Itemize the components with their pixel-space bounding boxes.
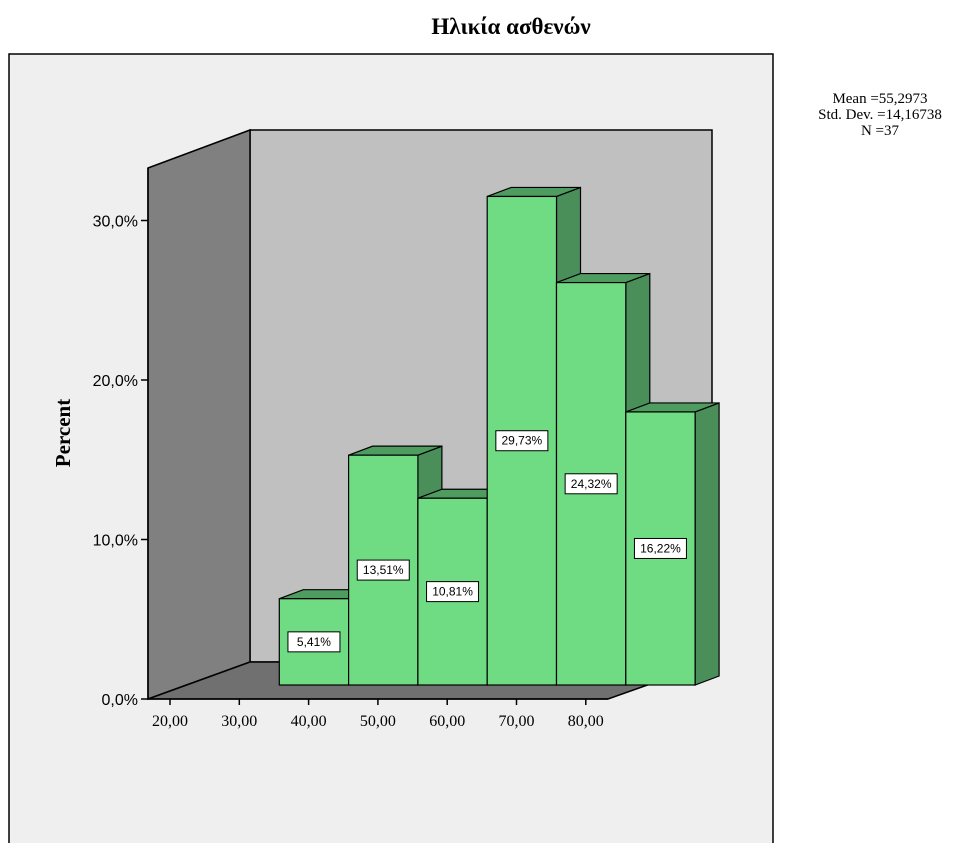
data-label-box	[356, 559, 410, 581]
data-label-box	[495, 430, 549, 452]
stats-mean: Mean =55,2973	[832, 91, 927, 107]
stats-n: N =37	[861, 123, 900, 139]
side-wall	[147, 128, 251, 701]
data-label: 16,22%	[633, 537, 687, 559]
data-label-text: 29,73%	[501, 434, 542, 448]
data-label: 24,32%	[564, 473, 618, 495]
stats-std-dev: Std. Dev. =14,16738	[818, 107, 942, 123]
chart-title: Ηλικία ασθενών	[431, 14, 590, 39]
data-label: 10,81%	[426, 581, 480, 603]
data-label: 13,51%	[356, 559, 410, 581]
x-tick-label: 60,00	[429, 713, 465, 730]
x-tick-label: 70,00	[499, 713, 535, 730]
y-tick-label: 20,0%	[93, 373, 138, 390]
x-tick-label: 50,00	[360, 713, 396, 730]
bar-side-face	[694, 402, 720, 686]
x-tick-label: 80,00	[568, 713, 604, 730]
x-tick-label: 30,00	[221, 713, 257, 730]
chart-axes: 0,0% 10,0% 20,0% 30,0% 20,00 30,00 40,00 50,00 6…	[93, 168, 608, 730]
data-label-text: 5,41%	[297, 635, 331, 649]
data-label-text: 24,32%	[571, 477, 612, 491]
data-label-box	[426, 581, 480, 603]
y-tick-label: 0,0%	[102, 692, 138, 709]
stats-box: Mean =55,2973 Std. Dev. =14,16738 N =37	[818, 91, 942, 139]
data-label-text: 16,22%	[640, 541, 681, 555]
data-label-text: 13,51%	[363, 563, 404, 577]
data-label-group: 5,41% 13,51% 10,81% 29,73% 24,32% 16,22%	[287, 430, 687, 653]
data-label: 5,41%	[287, 631, 341, 653]
y-tick-label: 10,0%	[93, 533, 138, 550]
y-tick-label: 30,0%	[93, 214, 138, 231]
data-label-box	[564, 473, 618, 495]
x-tick-label: 20,00	[152, 713, 188, 730]
data-label-box	[287, 631, 341, 653]
data-label: 29,73%	[495, 430, 549, 452]
x-tick-label: 40,00	[291, 713, 327, 730]
data-label-text: 10,81%	[432, 585, 473, 599]
y-axis-label: Percent	[51, 399, 75, 467]
data-label-box	[633, 537, 687, 559]
